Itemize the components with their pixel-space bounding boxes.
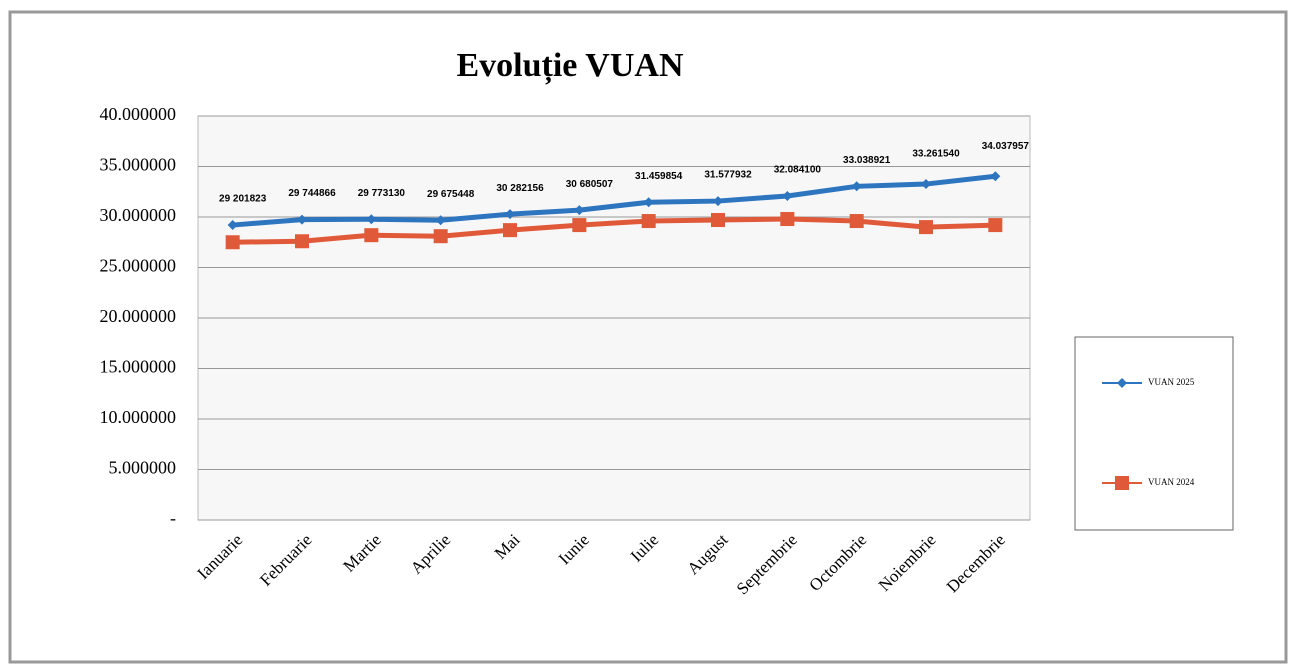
point (711, 213, 725, 228)
legend-marker (1117, 378, 1127, 388)
point (297, 214, 307, 225)
series-line (232, 173, 996, 228)
data-label: 34.037957 (982, 141, 1030, 152)
data-label: 29 675448 (427, 189, 475, 200)
data-label: 29 773130 (358, 188, 406, 199)
data-label: 30 680507 (566, 179, 614, 190)
point (641, 214, 656, 229)
legend (1074, 336, 1234, 531)
point (505, 209, 515, 220)
y-tick-label: 15.000000 (100, 357, 177, 377)
point (919, 220, 933, 235)
point (574, 205, 585, 216)
point (435, 215, 446, 226)
legend-label: VUAN 2025 (1148, 377, 1195, 387)
point (366, 214, 377, 225)
point (433, 229, 448, 244)
point (643, 197, 654, 208)
data-label: 33.038921 (843, 155, 891, 166)
point (364, 228, 379, 243)
data-label: 31.459854 (635, 171, 683, 182)
y-tick-label: - (170, 508, 176, 528)
point (851, 181, 862, 192)
point (849, 214, 864, 229)
y-tick-label: 35.000000 (100, 155, 177, 175)
point (988, 218, 1003, 233)
legend-marker (1115, 476, 1129, 490)
y-tick-label: 20.000000 (100, 306, 177, 326)
point (780, 212, 795, 227)
legend-label: VUAN 2024 (1148, 477, 1195, 487)
series-line (232, 216, 996, 245)
data-label: 30 282156 (496, 183, 544, 194)
y-tick-label: 5.000000 (109, 458, 177, 478)
point (503, 223, 517, 238)
point (921, 179, 931, 190)
data-label: 32.084100 (774, 165, 822, 176)
point (782, 190, 793, 201)
y-tick-label: 30.000000 (100, 205, 177, 225)
point (572, 218, 587, 233)
point (990, 171, 1001, 182)
point (225, 235, 240, 250)
chart-title: Evoluție VUAN (457, 47, 684, 85)
point (227, 220, 238, 231)
data-label: 33.261540 (912, 149, 960, 160)
point (295, 234, 309, 249)
y-tick-label: 40.000000 (100, 104, 177, 124)
y-tick-label: 25.000000 (100, 256, 177, 276)
data-label: 29 201823 (219, 194, 267, 205)
data-label: 31.577932 (704, 170, 752, 181)
y-tick-label: 10.000000 (100, 407, 177, 427)
point (713, 196, 723, 207)
data-label: 29 744866 (288, 188, 336, 199)
